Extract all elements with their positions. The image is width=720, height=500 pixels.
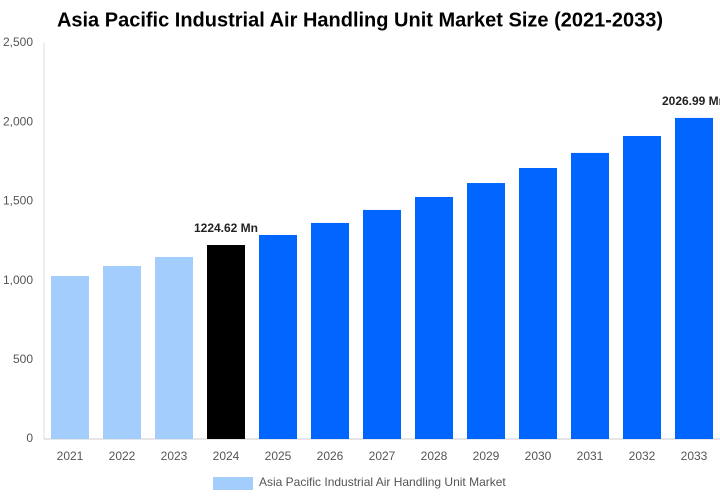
bar	[103, 266, 141, 439]
x-tick-label: 2030	[525, 449, 552, 463]
x-tick-label: 2029	[473, 449, 500, 463]
bar	[675, 117, 713, 440]
x-tick-label: 2021	[57, 449, 84, 463]
x-tick-label: 2023	[161, 449, 188, 463]
bar	[571, 152, 609, 439]
x-tick-label: 2031	[577, 449, 604, 463]
x-tick-label: 2033	[681, 449, 708, 463]
bar	[623, 135, 661, 439]
bar	[415, 196, 453, 439]
y-tick-label: 1,000	[3, 273, 33, 287]
y-tick-label: 500	[13, 352, 33, 366]
bar	[155, 256, 193, 439]
bar	[363, 209, 401, 439]
y-tick-label: 1,500	[3, 194, 33, 208]
x-tick-label: 2022	[109, 449, 136, 463]
bar	[311, 222, 349, 439]
value-label: 2026.99 Mn	[662, 94, 720, 108]
x-tick-label: 2025	[265, 449, 292, 463]
x-tick-label: 2026	[317, 449, 344, 463]
value-label: 1224.62 Mn	[194, 221, 258, 235]
y-tick-label: 2,500	[3, 35, 33, 49]
bar	[207, 245, 245, 439]
x-tick-label: 2032	[629, 449, 656, 463]
y-tick-label: 2,000	[3, 114, 33, 128]
x-tick-label: 2028	[421, 449, 448, 463]
bar	[467, 183, 505, 439]
x-tick-label: 2024	[213, 449, 240, 463]
y-tick-label: 0	[26, 431, 33, 445]
bar	[519, 167, 557, 439]
bar	[259, 234, 297, 439]
legend-swatch	[213, 477, 253, 490]
x-tick-label: 2027	[369, 449, 396, 463]
bar	[51, 276, 89, 439]
chart-title: Asia Pacific Industrial Air Handling Uni…	[57, 9, 663, 31]
legend-label: Asia Pacific Industrial Air Handling Uni…	[259, 475, 506, 489]
